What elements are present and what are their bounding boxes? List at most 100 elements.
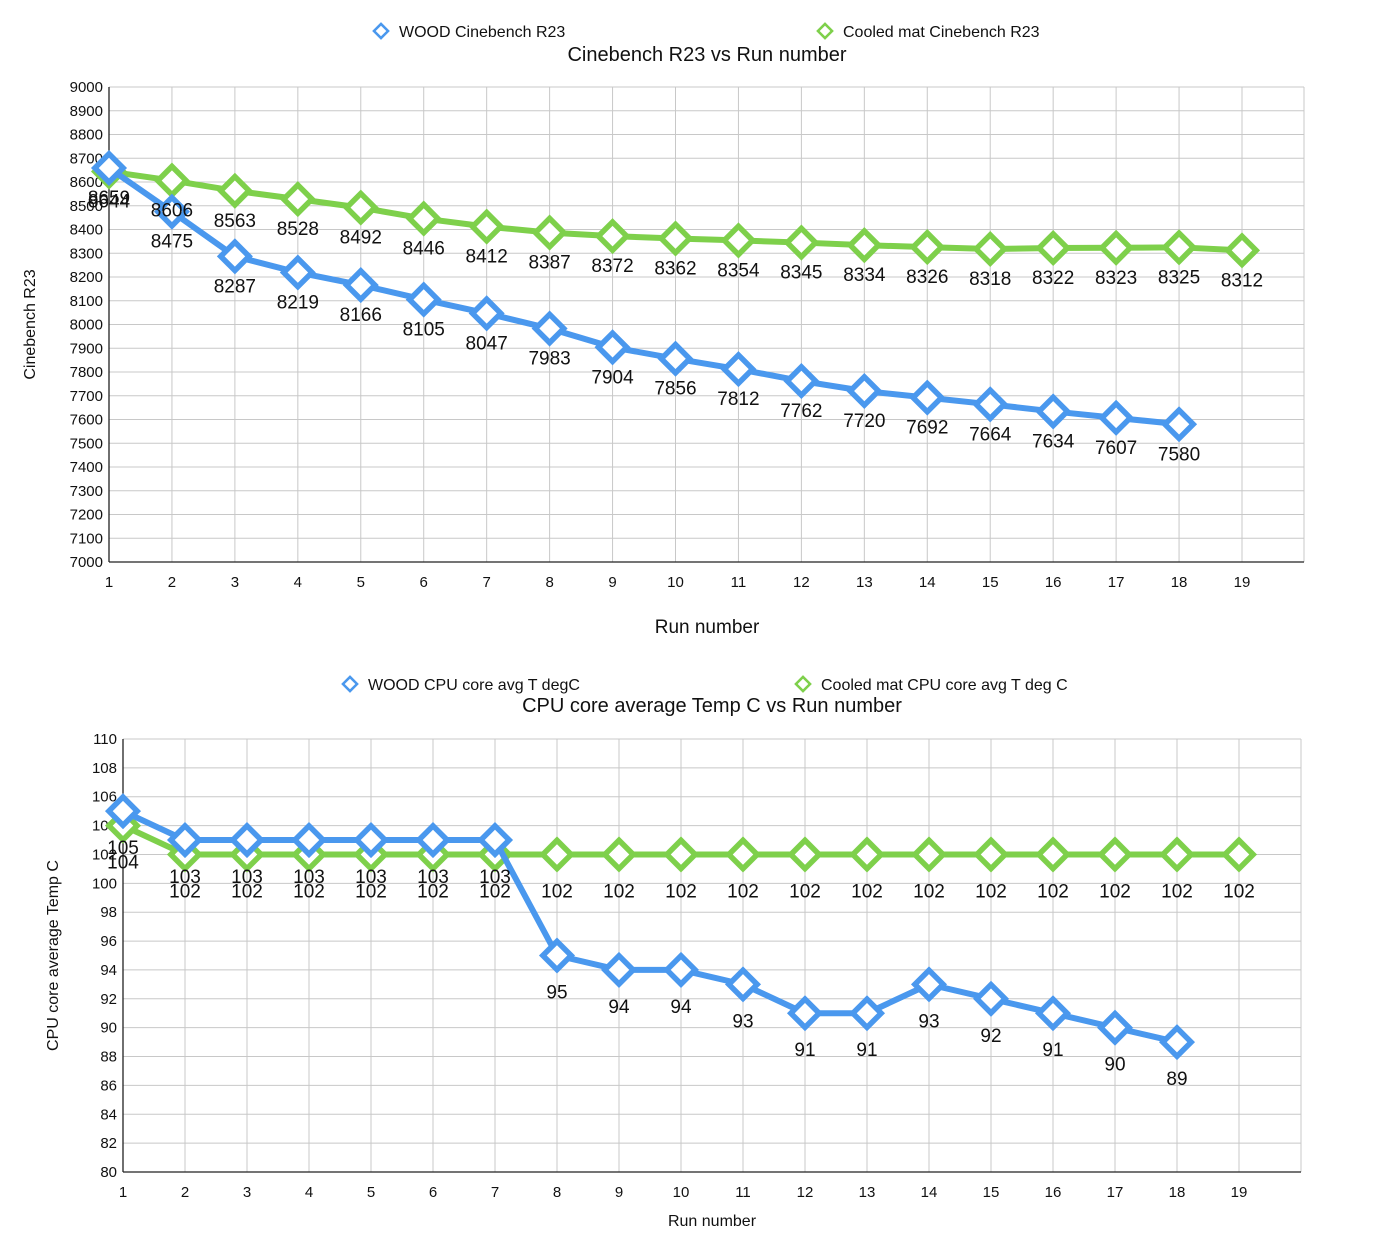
c2-data-point-0	[476, 822, 514, 859]
c1-y-tick-label: 8900	[70, 103, 103, 120]
c1-x-tick-label: 1	[105, 574, 113, 591]
c2-data-point-0	[600, 951, 638, 988]
c2-x-tick-label: 5	[367, 1184, 375, 1201]
c1-y-tick-label: 7500	[70, 435, 103, 452]
c1-y-tick-label: 7000	[70, 554, 103, 571]
c1-x-tick-label: 11	[731, 574, 747, 591]
cinebench-chart: WOOD Cinebench R23 Cooled mat Cinebench R…	[22, 22, 1305, 638]
c2-data-label-1: 104	[107, 853, 139, 874]
c2-y-tick-label: 86	[100, 1077, 117, 1094]
c1-data-point-1	[153, 162, 190, 199]
c1-x-axis-label: Run number	[655, 617, 760, 638]
c1-title: Cinebench R23 vs Run number	[567, 44, 846, 66]
c1-data-point-0	[153, 193, 190, 230]
c1-data-label-1: 8606	[151, 201, 193, 222]
c1-data-label-0: 7720	[843, 411, 885, 432]
c2-data-point-0	[228, 822, 266, 859]
c1-data-point-0	[720, 351, 757, 388]
c2-data-point-1	[1220, 836, 1258, 873]
c1-data-label-1: 8528	[277, 219, 319, 240]
c1-x-tick-label: 7	[482, 574, 490, 591]
c1-data-point-0	[909, 379, 946, 416]
c2-y-tick-label: 94	[100, 962, 117, 979]
c1-data-label-0: 7983	[528, 349, 570, 370]
c1-y-tick-label: 7600	[70, 412, 103, 429]
c2-data-point-1	[972, 836, 1010, 873]
c1-data-label-0: 8659	[88, 188, 130, 209]
c1-data-point-0	[1098, 399, 1135, 436]
c1-data-label-1: 8323	[1095, 268, 1137, 289]
c1-y-tick-label: 8200	[70, 269, 103, 286]
c1-data-point-1	[468, 208, 505, 245]
c2-data-label-0: 91	[794, 1040, 815, 1061]
c1-data-label-0: 7607	[1095, 438, 1137, 459]
c2-x-tick-label: 18	[1169, 1184, 1186, 1201]
c2-data-point-0	[662, 951, 700, 988]
c1-data-label-1: 8312	[1221, 270, 1263, 291]
c2-y-tick-label: 82	[100, 1135, 117, 1152]
c1-data-label-0: 8475	[151, 232, 193, 253]
cpu-temp-chart: WOOD CPU core avg T degC Cooled mat CPU c…	[0, 660, 1400, 1242]
c1-y-tick-label: 8500	[70, 198, 103, 215]
c1-x-tick-label: 13	[856, 574, 873, 591]
c1-y-tick-label: 7900	[70, 340, 103, 357]
c1-data-label-1: 8318	[969, 269, 1011, 290]
c2-y-tick-label: 110	[93, 731, 117, 748]
c1-data-label-1: 8387	[528, 253, 570, 274]
c2-data-point-0	[290, 822, 328, 859]
c2-data-label-1: 102	[789, 881, 821, 902]
c2-data-label-1: 102	[1223, 881, 1255, 902]
c2-y-tick-label: 102	[92, 846, 117, 863]
c2-data-label-1: 102	[913, 881, 945, 902]
c1-data-point-0	[972, 386, 1009, 423]
c1-x-tick-label: 4	[294, 574, 302, 591]
c2-data-point-0	[352, 822, 390, 859]
c1-data-point-0	[279, 254, 316, 291]
c1-data-label-0: 7634	[1032, 431, 1075, 452]
c2-data-point-1	[786, 836, 824, 873]
c1-y-tick-label: 7100	[70, 530, 103, 547]
c1-data-point-1	[216, 172, 253, 209]
c2-data-label-1: 102	[975, 881, 1007, 902]
c2-data-label-1: 102	[665, 881, 697, 902]
c1-data-label-0: 8166	[340, 305, 382, 326]
c2-data-label-1: 102	[1099, 881, 1131, 902]
c1-data-point-1	[657, 220, 694, 257]
c2-legend-diamond-icon-0	[341, 675, 359, 693]
c1-series-line-0	[106, 164, 1183, 428]
c2-data-label-0: 103	[355, 867, 387, 888]
c1-data-label-1: 8325	[1158, 267, 1200, 288]
c2-y-tick-label: 98	[100, 904, 117, 921]
c2-data-label-1: 102	[293, 881, 325, 902]
c2-title: CPU core average Temp C vs Run number	[522, 695, 902, 717]
c2-x-tick-label: 3	[243, 1184, 251, 1201]
c1-x-tick-label: 19	[1234, 574, 1251, 591]
c1-legend-diamond-icon-0	[372, 22, 390, 40]
c1-data-label-0: 8287	[214, 276, 256, 297]
c2-data-point-1	[724, 836, 762, 873]
c1-y-axis-label: Cinebench R23	[22, 269, 39, 379]
c1-data-label-1: 8372	[591, 256, 633, 277]
c2-data-label-0: 93	[732, 1011, 753, 1032]
c2-legend-diamond-icon-1	[794, 675, 812, 693]
c1-y-tick-label: 9000	[70, 79, 103, 96]
c1-y-grid	[109, 86, 1304, 563]
c2-data-label-1: 102	[727, 881, 759, 902]
c1-x-tick-label: 14	[919, 574, 936, 591]
c1-y-tick-label: 8600	[70, 174, 103, 191]
c2-x-tick-label: 6	[429, 1184, 437, 1201]
c2-data-label-1: 102	[169, 881, 201, 902]
c1-data-point-0	[90, 149, 128, 187]
c1-data-label-0: 8105	[403, 320, 445, 341]
c2-x-tick-label: 12	[797, 1184, 814, 1201]
c2-y-tick-label: 108	[92, 760, 117, 777]
c1-legend-label-1: Cooled mat Cinebench R23	[843, 24, 1040, 41]
c1-data-point-0	[405, 281, 442, 318]
c2-data-label-1: 102	[1037, 881, 1069, 902]
c1-data-label-0: 8219	[277, 292, 319, 313]
c1-data-label-1: 8412	[466, 247, 508, 268]
c2-y-tick-label: 92	[100, 991, 117, 1008]
c2-y-tick-label: 88	[100, 1049, 117, 1066]
c1-data-point-1	[279, 181, 316, 218]
c2-x-tick-label: 14	[921, 1184, 938, 1201]
